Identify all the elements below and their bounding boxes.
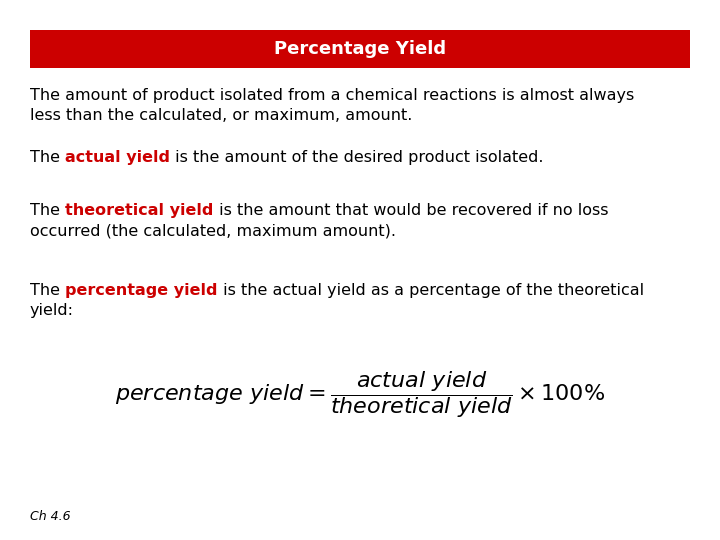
Text: is the actual yield as a percentage of the theoretical: is the actual yield as a percentage of t… bbox=[217, 283, 644, 298]
Text: Percentage Yield: Percentage Yield bbox=[274, 40, 446, 58]
Text: actual yield: actual yield bbox=[65, 150, 170, 165]
Text: yield:: yield: bbox=[30, 303, 74, 318]
Text: The: The bbox=[30, 203, 65, 218]
Text: The: The bbox=[30, 283, 65, 298]
Bar bbox=[30, 30, 690, 68]
Text: is the amount that would be recovered if no loss: is the amount that would be recovered if… bbox=[214, 203, 608, 218]
Text: less than the calculated, or maximum, amount.: less than the calculated, or maximum, am… bbox=[30, 108, 413, 123]
Text: is the amount of the desired product isolated.: is the amount of the desired product iso… bbox=[170, 150, 544, 165]
Text: occurred (the calculated, maximum amount).: occurred (the calculated, maximum amount… bbox=[30, 223, 396, 238]
Text: percentage yield: percentage yield bbox=[65, 283, 217, 298]
Text: Ch 4.6: Ch 4.6 bbox=[30, 510, 71, 523]
Text: $\mathit{percentage\ yield} = \dfrac{\mathit{actual\ yield}}{\mathit{theoretical: $\mathit{percentage\ yield} = \dfrac{\ma… bbox=[115, 369, 605, 421]
Text: The: The bbox=[30, 150, 65, 165]
Text: theoretical yield: theoretical yield bbox=[65, 203, 214, 218]
Text: The amount of product isolated from a chemical reactions is almost always: The amount of product isolated from a ch… bbox=[30, 88, 634, 103]
